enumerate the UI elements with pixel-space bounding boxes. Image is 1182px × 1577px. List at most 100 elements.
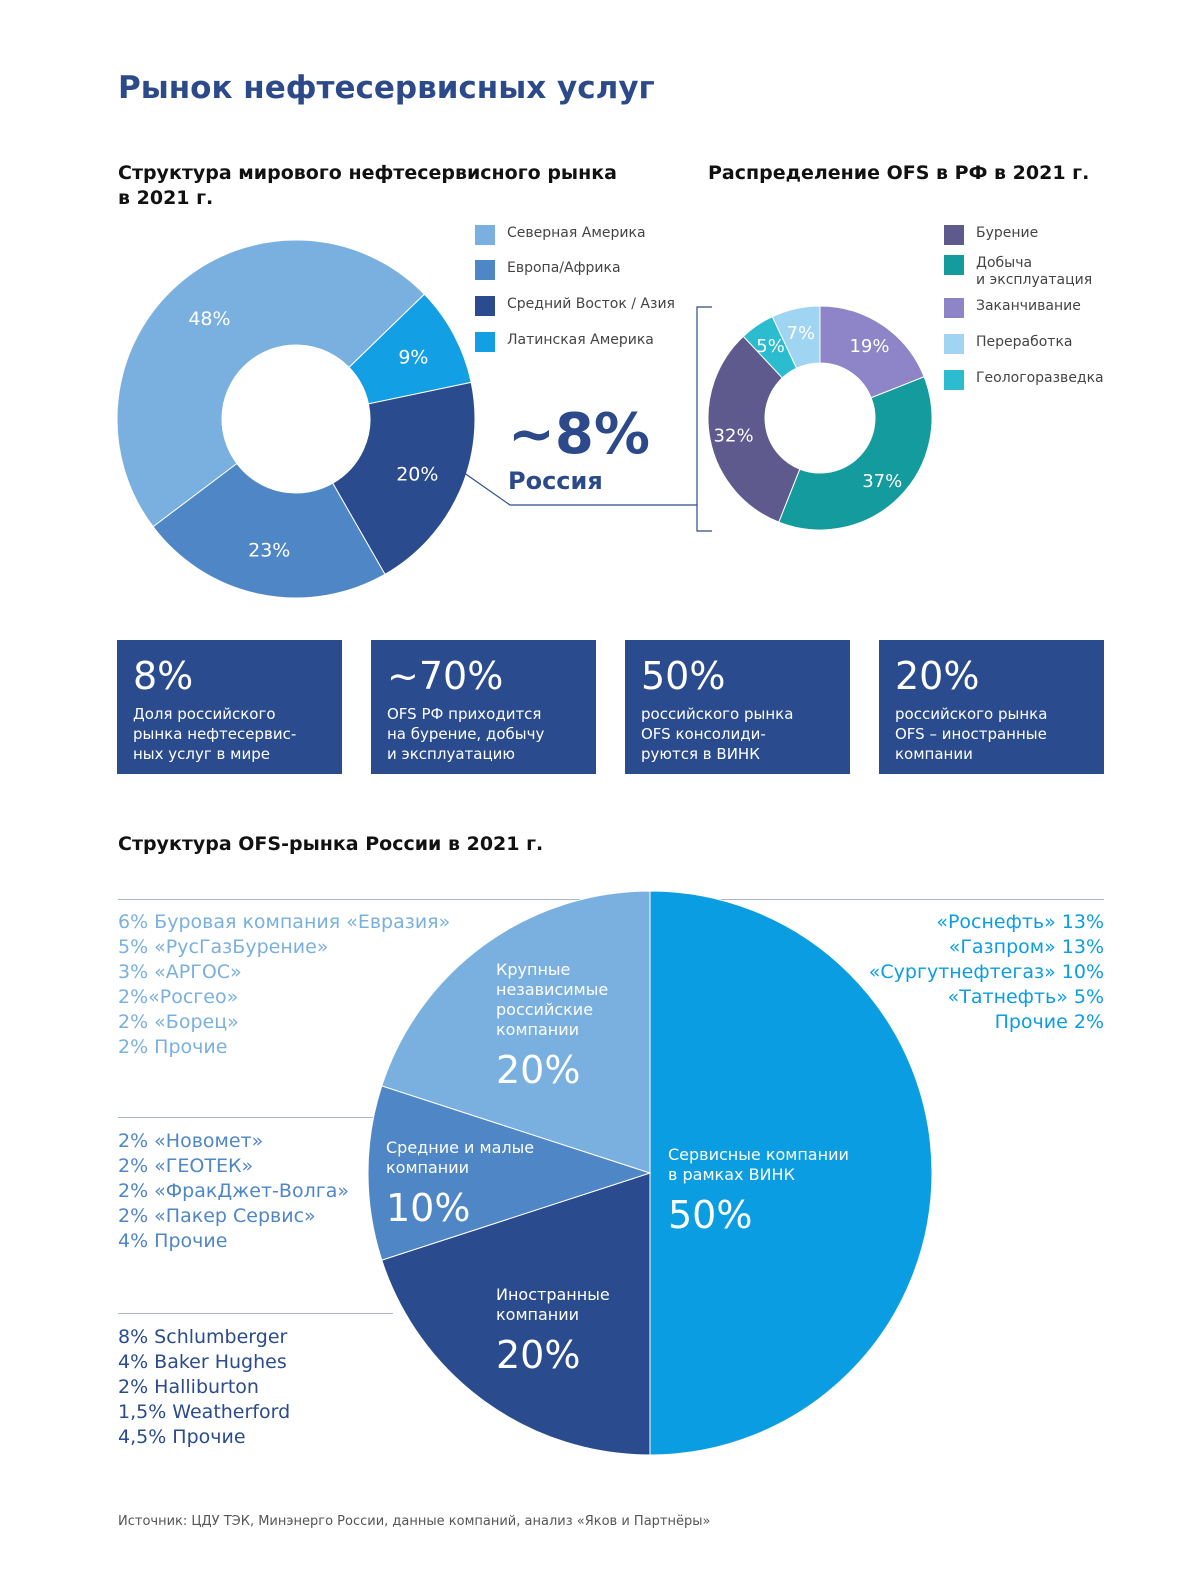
legend-item-геологоразведка: Геологоразведка: [944, 370, 1104, 390]
stat-box-vink-share: 50% российского рынка OFS консолиди- рую…: [625, 640, 850, 774]
list-item: 5% «РусГазБурение»: [118, 936, 329, 958]
slice-label-геологоразведка: 5%: [756, 336, 785, 357]
legend-swatch: [944, 225, 964, 245]
divider-rule: [118, 1313, 393, 1314]
slice-label-латинская-америка: 9%: [398, 347, 428, 369]
list-foreign: 8% Schlumberger 4% Baker Hughes 2% Hallibu…: [118, 1325, 290, 1450]
slice-label-иностранные-компании: 20%: [496, 1333, 580, 1377]
stat-box-drilling-share: ~70% OFS РФ приходится на бурение, добыч…: [371, 640, 596, 774]
stat-desc-line: и эксплуатацию: [387, 745, 516, 763]
list-item: 2%«Росгео»: [118, 986, 239, 1008]
legend-label: Латинская Америка: [507, 332, 654, 348]
legend-item-средний-восток-азия: Средний Восток / Азия: [475, 296, 675, 316]
slice-заканчивание: [819, 305, 925, 399]
stat-description: российского рынка OFS – иностранные комп…: [895, 704, 1088, 764]
stat-desc-line: ных услуг в мире: [133, 745, 270, 763]
slice-бурение: [707, 335, 801, 523]
legend-item-заканчивание: Заканчивание: [944, 298, 1081, 318]
legend-label: Переработка: [976, 334, 1073, 350]
list-item: 2% Halliburton: [118, 1376, 259, 1398]
list-item: 4,5% Прочие: [118, 1426, 246, 1448]
slice-средний-восток-азия: [332, 381, 476, 576]
list-medium-small: 2% «Новомет» 2% «ГЕОТЕК» 2% «ФракДжет-Волг…: [118, 1129, 349, 1254]
slice-label-северная-америка: 48%: [188, 308, 230, 330]
list-item: 1,5% Weatherford: [118, 1401, 291, 1423]
slice-caption-средние-и-малые-компании: Средние и малые: [386, 1138, 534, 1157]
stat-desc-line: российского рынка: [895, 705, 1048, 723]
page-title: Рынок нефтесервисных услуг: [118, 70, 655, 106]
list-item: 2% Прочие: [118, 1036, 228, 1058]
legend-swatch: [944, 370, 964, 390]
legend-swatch: [944, 255, 964, 275]
stat-desc-line: компании: [895, 745, 973, 763]
stat-description: Доля российского рынка нефтесервис- ных …: [133, 704, 326, 764]
list-item: 6% Буровая компания «Евразия»: [118, 911, 451, 933]
slice-label-бурение: 32%: [714, 425, 754, 446]
list-vink: «Роснефть» 13% «Газпром» 13% «Сургутнефтег…: [869, 910, 1104, 1035]
list-large-independent: 6% Буровая компания «Евразия» 5% «РусГазБ…: [118, 910, 450, 1060]
slice-добыча-и-эксплуатация: [778, 376, 933, 531]
callout-connector-line: [459, 469, 697, 506]
list-item: 2% «Пакер Сервис»: [118, 1205, 316, 1227]
slice-caption-сервисные-компании-в-рамках-винк: в рамках ВИНК: [668, 1165, 796, 1184]
world-chart-title-line2: в 2021 г.: [118, 187, 214, 209]
legend-label: Бурение: [976, 225, 1039, 241]
slice-сервисные-компании-в-рамках-винк: [649, 890, 933, 1456]
stat-desc-line: на бурение, добычу: [387, 725, 545, 743]
slice-caption-крупные-независимые-российские-компании: российские: [496, 1000, 593, 1019]
legend-label: Северная Америка: [507, 225, 646, 241]
legend-swatch: [944, 298, 964, 318]
slice-иностранные-компании: [381, 1172, 651, 1456]
top-charts-svg: 48% 23% 20% 9% 19% 37% 32% 5%7%: [116, 239, 933, 599]
russia-share-label: Россия: [508, 467, 603, 495]
stat-box-world-share: 8% Доля российского рынка нефтесервис- н…: [117, 640, 342, 774]
list-item: Прочие 2%: [994, 1011, 1104, 1033]
stat-value: 8%: [133, 654, 194, 698]
legend-label: Добыча и эксплуатация: [976, 255, 1093, 288]
slice-средние-и-малые-компании: [367, 1085, 652, 1261]
callout-bracket: [696, 306, 712, 532]
stat-description: российского рынка OFS консолиди- руются …: [641, 704, 834, 764]
slice-label-крупные-независимые-российские-компании: 20%: [496, 1048, 580, 1092]
slice-label-сервисные-компании-в-рамках-винк: 50%: [668, 1193, 752, 1237]
legend-swatch: [475, 225, 495, 245]
slice-caption-иностранные-компании: Иностранные: [496, 1285, 610, 1304]
legend-item-переработка: Переработка: [944, 334, 1073, 354]
stat-desc-line: Доля российского: [133, 705, 276, 723]
divider-rule: [650, 899, 1104, 900]
slice-крупные-независимые-российские-компании: [381, 890, 651, 1174]
stat-value: 20%: [895, 654, 980, 698]
legend-label: Заканчивание: [976, 298, 1081, 314]
stat-desc-line: OFS РФ приходится: [387, 705, 542, 723]
legend-label: Средний Восток / Азия: [507, 296, 675, 312]
stat-desc-line: руются в ВИНК: [641, 745, 760, 763]
legend-swatch: [944, 334, 964, 354]
divider-rule: [118, 1117, 378, 1118]
slice-label-добыча-и-эксплуатация: 37%: [862, 471, 902, 492]
slice-caption-сервисные-компании-в-рамках-винк: Сервисные компании: [668, 1145, 849, 1164]
list-item: «Татнефть» 5%: [947, 986, 1104, 1008]
list-item: 4% Baker Hughes: [118, 1351, 287, 1373]
stat-desc-line: OFS консолиди-: [641, 725, 766, 743]
list-item: 8% Schlumberger: [118, 1326, 288, 1348]
slice-label-средний-восток-азия: 20%: [396, 464, 438, 486]
slice-caption-иностранные-компании: компании: [496, 1305, 579, 1324]
slice-label-заканчивание: 19%: [849, 336, 889, 357]
slice-caption-крупные-независимые-российские-компании: Крупные: [496, 960, 570, 979]
list-item: 2% «Новомет»: [118, 1130, 264, 1152]
slice-северная-америка: [116, 239, 426, 528]
stat-description: OFS РФ приходится на бурение, добычу и э…: [387, 704, 580, 764]
divider-rule: [118, 899, 650, 900]
legend-item-добыча-и-эксплуатация: Добыча и эксплуатация: [944, 255, 1092, 289]
stat-desc-line: OFS – иностранные: [895, 725, 1047, 743]
legend-item-европа-африка: Европа/Африка: [475, 260, 621, 280]
slice-label-переработка: 7%: [787, 323, 816, 344]
legend-item-бурение: Бурение: [944, 225, 1038, 245]
legend-item-северная-америка: Северная Америка: [475, 225, 646, 245]
slice-label-средние-и-малые-компании: 10%: [386, 1186, 470, 1230]
legend-swatch: [475, 332, 495, 352]
list-item: 4% Прочие: [118, 1230, 228, 1252]
stat-value: 50%: [641, 654, 726, 698]
russia-share-value: ~8%: [508, 402, 650, 467]
